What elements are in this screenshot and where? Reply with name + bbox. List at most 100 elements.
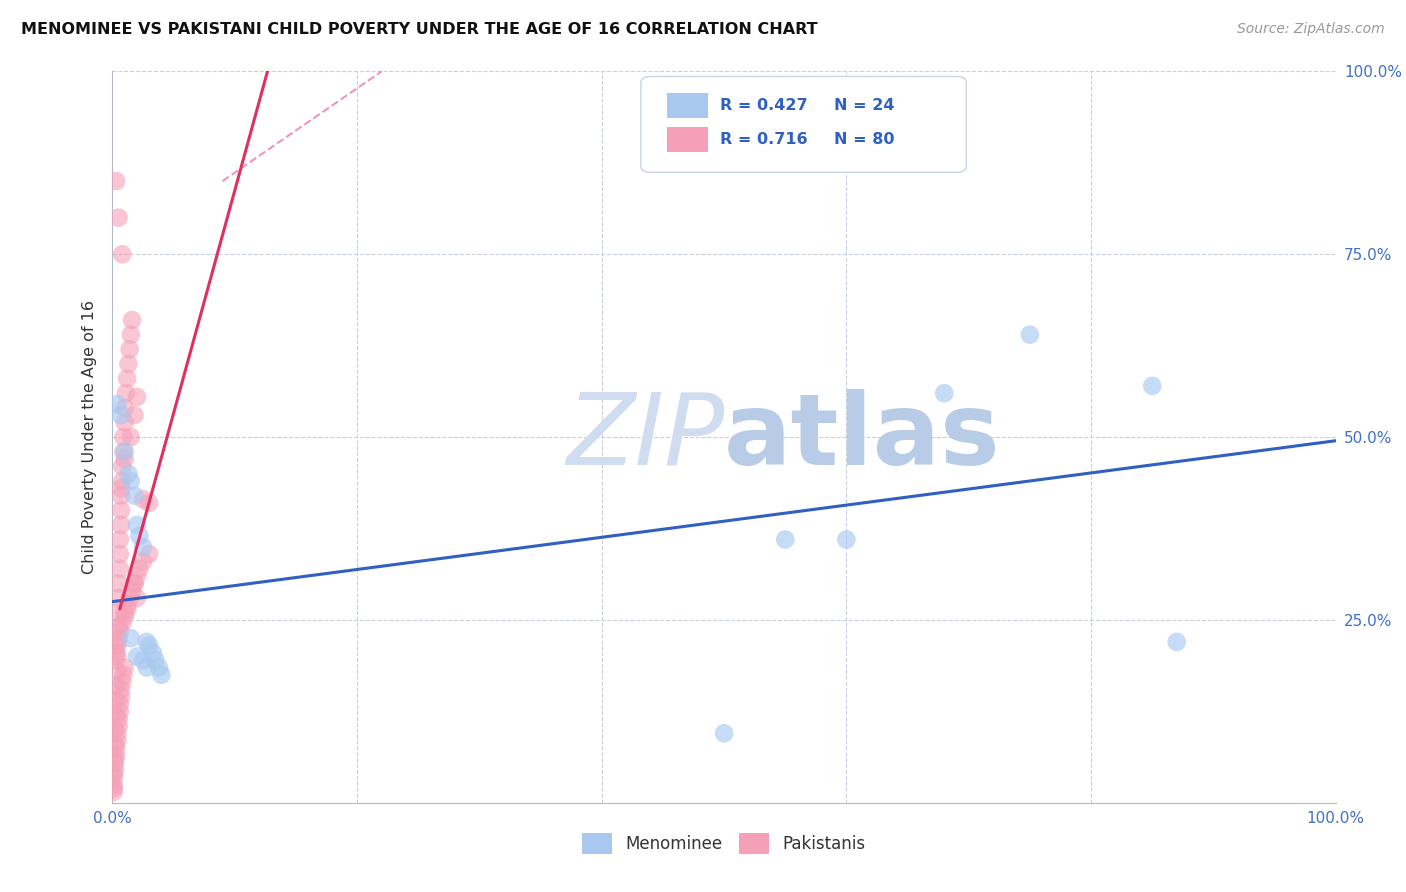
Point [111,616,134,631]
Point [114,444,136,458]
Point [114,606,136,620]
Point [110,481,132,495]
Point [107,712,129,726]
Point [934,386,956,401]
Point [142,646,165,660]
Point [150,667,173,681]
Point [111,474,134,488]
Point [132,540,155,554]
Point [125,569,148,583]
Point [115,599,138,613]
Text: Source: ZipAtlas.com: Source: ZipAtlas.com [1237,22,1385,37]
Point [138,496,160,510]
FancyBboxPatch shape [666,127,709,152]
Point [114,609,136,624]
Point [108,705,131,719]
Point [105,740,128,755]
Point [138,639,160,653]
Point [104,723,127,737]
Point [124,408,146,422]
Point [105,635,128,649]
Point [103,770,125,784]
Point [111,459,134,474]
Point [115,386,138,401]
Point [104,653,127,667]
Point [120,327,142,342]
Point [114,660,136,674]
Point [105,733,128,747]
Point [120,474,142,488]
Point [105,174,128,188]
Point [105,646,128,660]
Point [110,517,132,532]
Point [124,576,146,591]
Point [128,562,150,576]
Point [107,576,129,591]
Point [103,766,125,780]
Point [114,416,136,430]
Point [124,576,146,591]
Point [107,591,129,605]
Point [107,719,129,733]
Point [124,489,146,503]
Point [775,533,797,547]
Point [108,533,131,547]
Text: R = 0.716: R = 0.716 [720,132,808,147]
Point [132,653,155,667]
Point [111,247,134,261]
Point [114,452,136,467]
Point [1018,327,1040,342]
Point [117,357,139,371]
Point [835,533,858,547]
Point [115,371,138,385]
Text: MENOMINEE VS PAKISTANI CHILD POVERTY UNDER THE AGE OF 16 CORRELATION CHART: MENOMINEE VS PAKISTANI CHILD POVERTY UND… [21,22,818,37]
Point [112,430,135,444]
FancyBboxPatch shape [666,94,709,118]
Point [105,726,128,740]
Point [1166,635,1188,649]
Point [128,529,150,543]
Point [132,554,155,568]
Point [118,343,141,357]
Point [125,591,148,605]
Point [713,726,735,740]
Point [121,313,143,327]
Point [108,562,131,576]
Point [105,693,128,707]
Point [107,632,129,646]
Point [107,606,129,620]
Point [107,620,129,634]
Point [108,547,131,561]
Point [110,503,132,517]
Point [108,697,131,711]
Text: N = 80: N = 80 [834,132,894,147]
Point [118,591,141,605]
Point [104,752,127,766]
Point [105,649,128,664]
Point [104,763,127,777]
Point [105,397,128,411]
Point [110,682,132,697]
Point [121,583,143,598]
Point [1142,379,1164,393]
Text: ZIP: ZIP [565,389,724,485]
Point [105,708,128,723]
Point [108,624,131,638]
Y-axis label: Child Poverty Under the Age of 16: Child Poverty Under the Age of 16 [82,300,97,574]
Point [105,639,128,653]
Point [105,664,128,678]
Legend: Menominee, Pakistanis: Menominee, Pakistanis [575,827,873,860]
Point [105,679,128,693]
Point [132,492,155,507]
Point [110,489,132,503]
Point [120,632,142,646]
Point [112,444,135,458]
Point [117,467,139,481]
Point [125,517,148,532]
Point [105,748,128,763]
Point [148,660,170,674]
Text: atlas: atlas [724,389,1001,485]
Point [135,635,157,649]
Point [138,547,160,561]
Point [103,785,125,799]
